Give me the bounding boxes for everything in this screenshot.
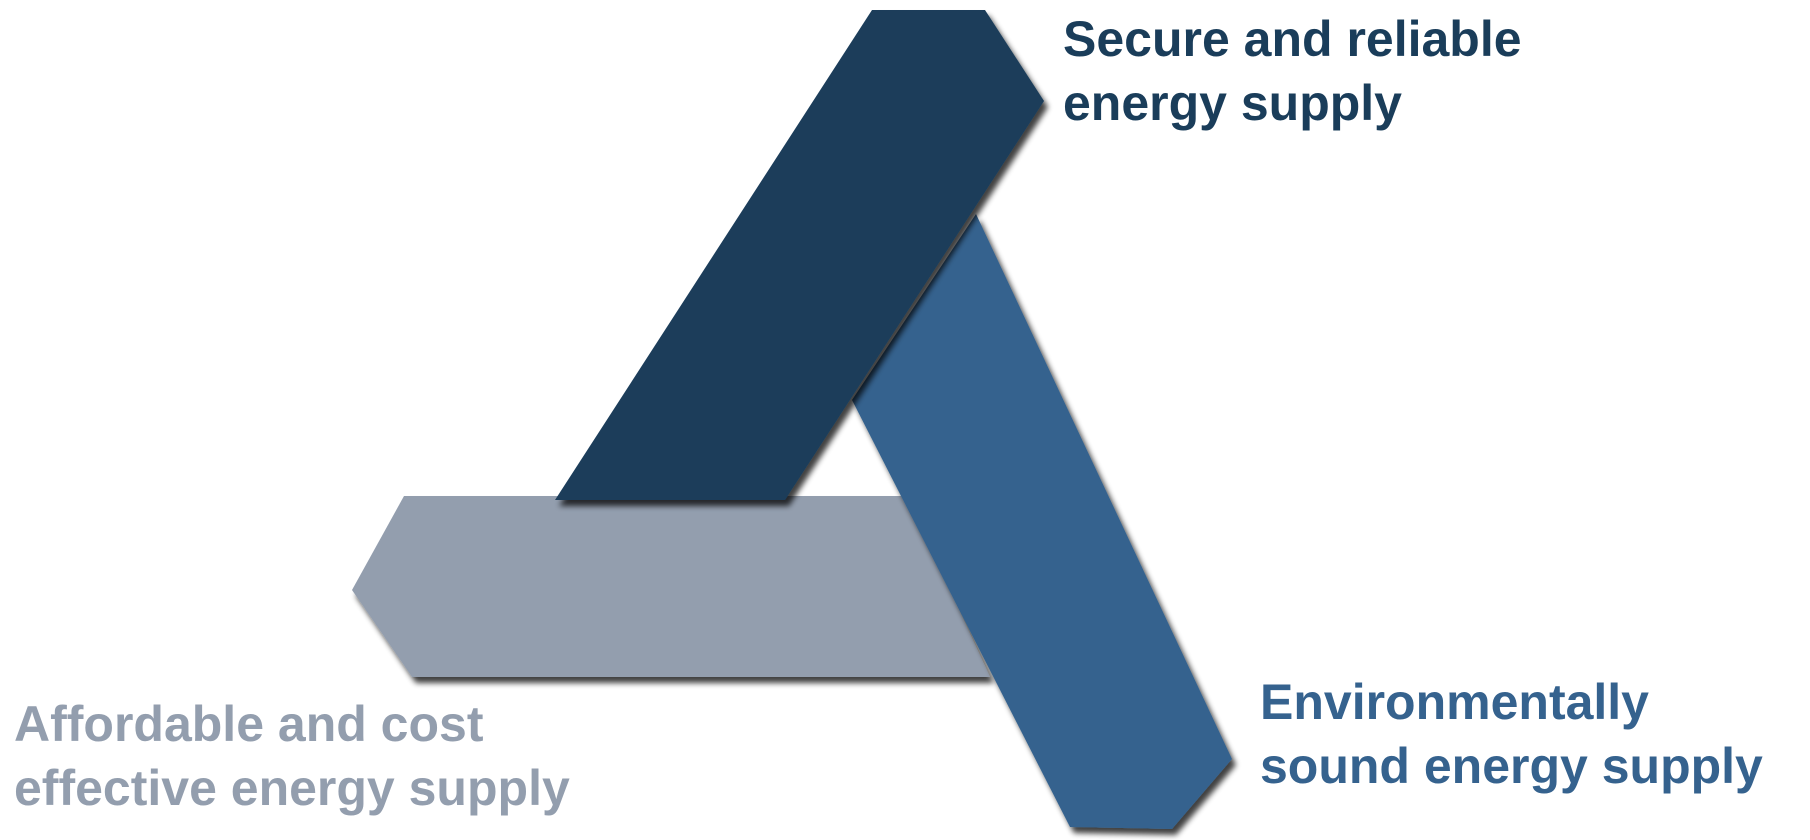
environmentally-sound-label: Environmentally sound energy supply <box>1260 670 1763 798</box>
secure-label-line-1: Secure and reliable <box>1063 11 1522 67</box>
secure-band <box>555 10 1044 500</box>
affordable-label-line-2: effective energy supply <box>14 760 570 816</box>
environment-label-line-2: sound energy supply <box>1260 738 1763 794</box>
secure-reliable-label: Secure and reliable energy supply <box>1063 7 1522 135</box>
affordable-label-line-1: Affordable and cost <box>14 696 484 752</box>
environment-label-line-1: Environmentally <box>1260 674 1649 730</box>
environmental-band <box>852 214 1232 829</box>
affordable-cost-effective-label: Affordable and cost effective energy sup… <box>14 692 570 820</box>
secure-label-line-2: energy supply <box>1063 75 1402 131</box>
affordable-band <box>352 496 990 677</box>
